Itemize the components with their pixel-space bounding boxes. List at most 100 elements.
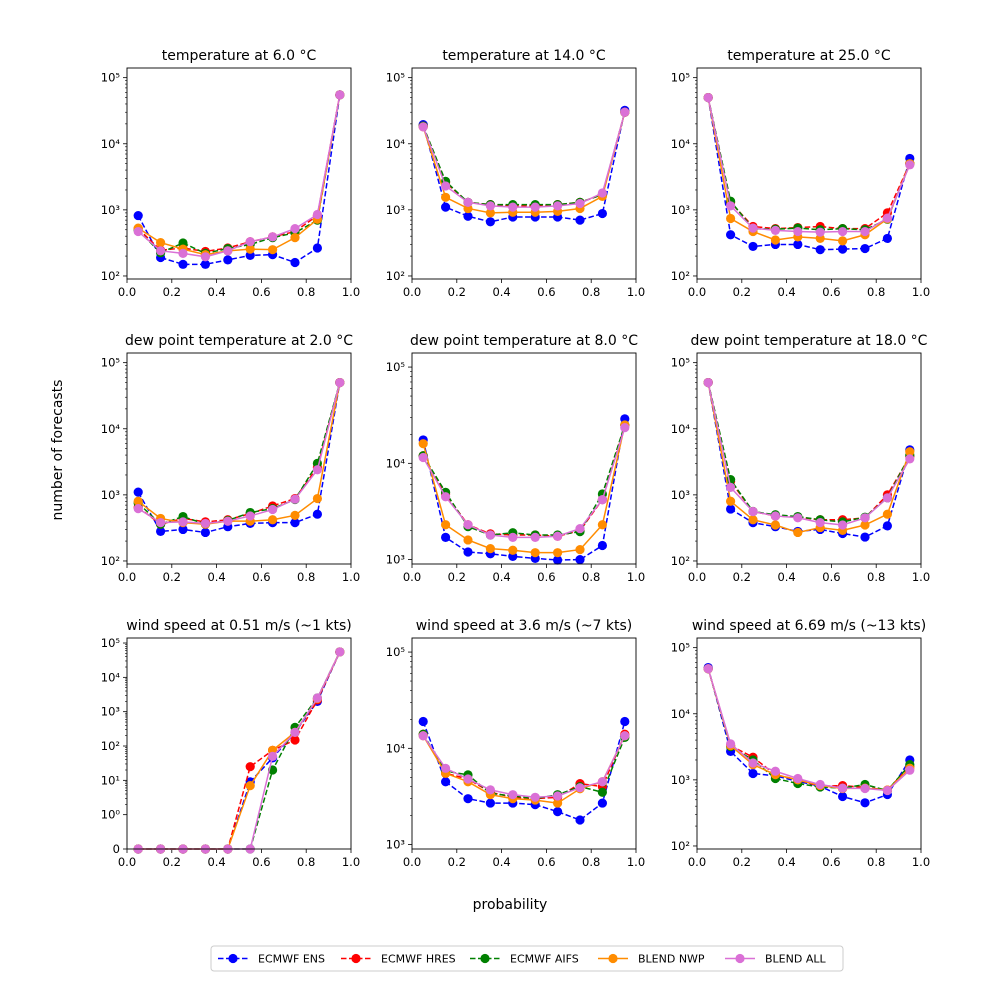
data-point — [575, 783, 585, 793]
series-line-ecmwf-ens — [137, 382, 341, 534]
data-point — [726, 230, 736, 240]
y-tick-label: 10⁴ — [386, 456, 406, 470]
data-point — [793, 513, 803, 523]
x-tick-label: 0.4 — [777, 570, 795, 584]
axes-frame — [696, 352, 922, 565]
y-tick-label: 10³ — [386, 838, 406, 852]
data-point — [200, 259, 210, 269]
data-point — [597, 540, 608, 551]
y-tick-label: 10² — [101, 554, 120, 568]
data-point — [860, 520, 870, 530]
data-point — [245, 781, 255, 791]
data-point — [597, 798, 608, 808]
data-point — [508, 790, 518, 800]
data-point — [441, 181, 451, 191]
data-point — [553, 555, 563, 565]
series-line-ecmwf-aifs — [422, 424, 626, 536]
data-point — [838, 520, 848, 530]
data-point — [838, 244, 848, 254]
x-tick-label: 0.2 — [448, 855, 466, 869]
x-tick-label: 0.4 — [207, 855, 225, 869]
data-point — [726, 504, 736, 514]
axes-frame — [696, 67, 922, 280]
series-line-ecmwf-ens — [707, 97, 911, 251]
data-point — [553, 531, 563, 541]
data-point — [882, 233, 893, 244]
y-tick-label: 10³ — [386, 203, 406, 217]
data-point — [553, 807, 563, 817]
y-tick-label: 10⁵ — [386, 645, 406, 659]
legend-label: ECMWF HRES — [381, 953, 456, 966]
data-point — [575, 198, 585, 209]
series-line-ecmwf-ens — [707, 382, 911, 538]
data-point — [860, 783, 870, 794]
data-point — [882, 509, 893, 519]
chart-panel-7: wind speed at 0.51 m/s (~1 kts) 0.0 0.2 0.4… — [101, 618, 360, 869]
series-line-ecmwf-aifs — [707, 668, 911, 792]
data-point — [290, 257, 300, 268]
data-point — [441, 202, 451, 212]
series-line-ecmwf-hres — [707, 668, 911, 791]
y-tick-label: 10² — [671, 554, 690, 568]
y-tick-label: 10³ — [101, 488, 121, 502]
series-line-ecmwf-ens — [137, 94, 341, 266]
legend-swatch-marker — [480, 953, 490, 964]
y-tick-label: 10⁴ — [671, 422, 691, 436]
x-tick-label: 1.0 — [627, 570, 645, 584]
legend-label: ECMWF AIFS — [510, 953, 579, 966]
axes-frame — [126, 637, 352, 850]
data-point — [463, 211, 473, 221]
axes-frame — [126, 67, 352, 280]
data-point — [312, 209, 322, 220]
figure-xlabel: probability — [473, 897, 548, 913]
y-tick-label: 10² — [671, 839, 690, 853]
chart-panel-5: dew point temperature at 8.0 °C 0.0 0.2 0.4… — [386, 333, 645, 584]
series-line-blend-all — [707, 382, 911, 526]
x-tick-label: 0.4 — [492, 285, 510, 299]
series-line-ecmwf-ens — [422, 418, 626, 561]
data-point — [245, 511, 255, 521]
x-tick-label: 0.4 — [207, 570, 225, 584]
series-line-blend-all — [707, 97, 911, 233]
x-tick-label: 1.0 — [342, 570, 360, 584]
series-line-blend-nwp — [422, 735, 626, 804]
chart-panel-2: temperature at 14.0 °C 0.0 0.2 0.4 0.6 0.8 1.0… — [386, 48, 645, 299]
data-point — [838, 226, 848, 237]
data-point — [815, 779, 825, 790]
series-line-blend-all — [422, 427, 626, 539]
x-tick-label: 0.2 — [163, 570, 181, 584]
data-point — [793, 226, 803, 237]
data-point — [156, 526, 166, 537]
data-point — [312, 509, 322, 519]
data-point — [133, 210, 143, 221]
x-tick-label: 0.2 — [733, 570, 751, 584]
chart-panel-6: dew point temperature at 18.0 °C 0.0 0.2 0.… — [671, 333, 930, 584]
x-tick-label: 0.6 — [537, 570, 555, 584]
series-line-ecmwf-aifs — [707, 382, 911, 523]
data-point — [726, 496, 736, 506]
data-point — [268, 232, 278, 242]
data-point — [200, 252, 210, 262]
data-point — [418, 122, 428, 132]
y-tick-label: 10¹ — [101, 773, 120, 787]
x-tick-label: 0.6 — [822, 855, 840, 869]
chart-panel-9: wind speed at 6.69 m/s (~13 kts) 0.0 0.2 0.… — [671, 618, 930, 869]
data-point — [793, 773, 803, 784]
series-line-blend-nwp — [422, 424, 626, 554]
data-point — [597, 777, 608, 787]
data-point — [485, 785, 495, 795]
data-point — [597, 520, 608, 530]
series-line-ecmwf-hres — [422, 424, 626, 537]
series-line-blend-all — [422, 112, 626, 208]
data-point — [441, 192, 451, 202]
data-point — [553, 791, 563, 801]
data-point — [575, 815, 585, 825]
series-line-blend-nwp — [707, 382, 911, 534]
legend-label: BLEND NWP — [638, 953, 705, 966]
x-tick-label: 0.4 — [777, 855, 795, 869]
data-point — [312, 493, 322, 504]
data-point — [748, 241, 758, 252]
y-tick-label: 10³ — [101, 203, 121, 217]
data-point — [485, 798, 495, 808]
